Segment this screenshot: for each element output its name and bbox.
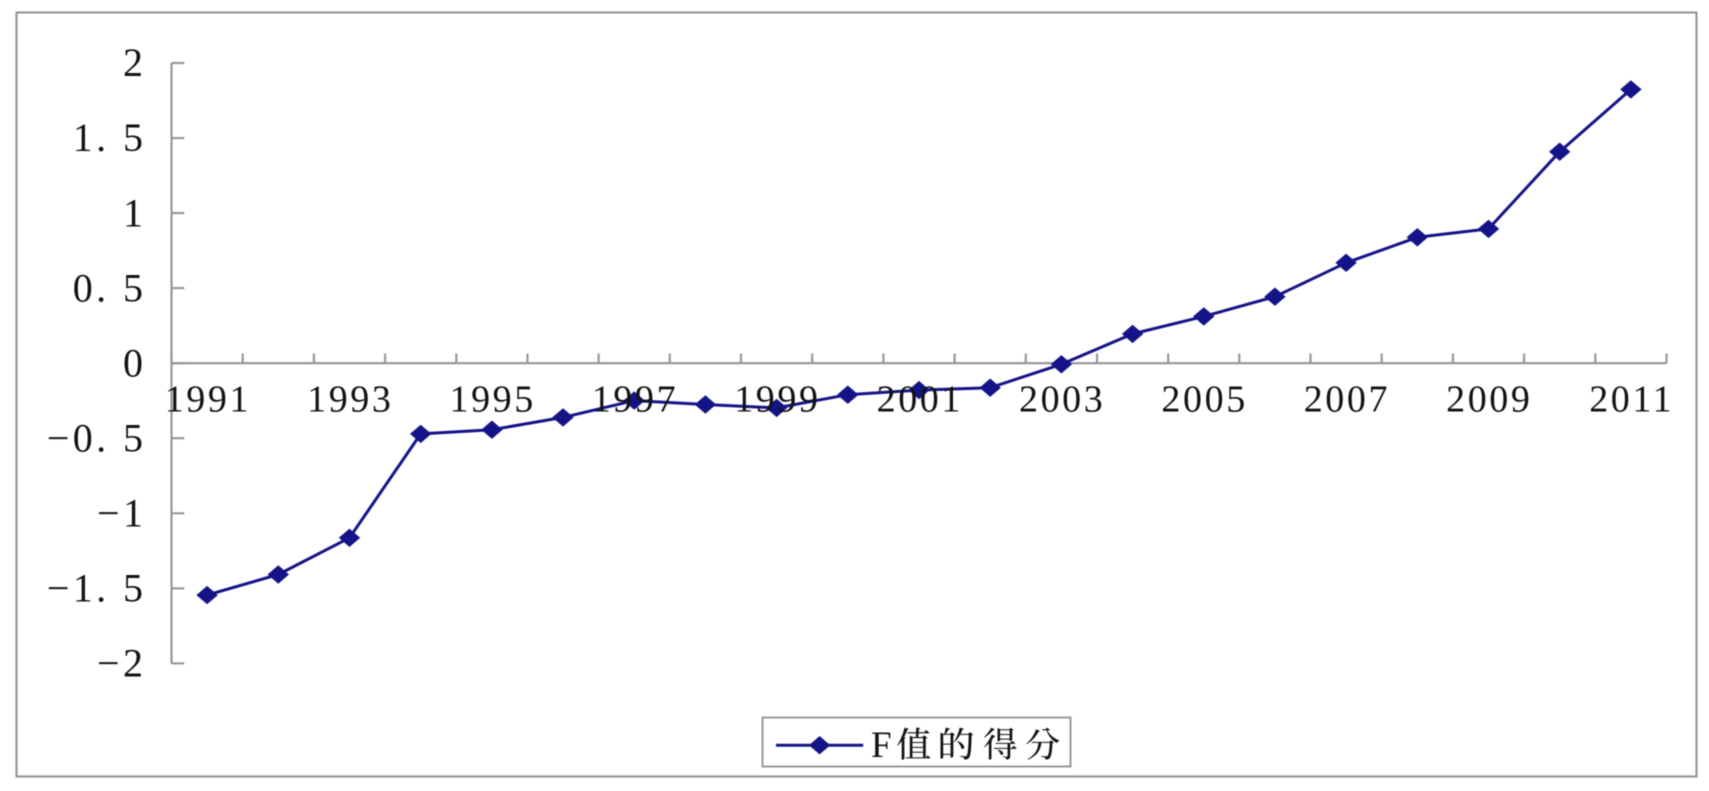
svg-text:2007: 2007: [1304, 379, 1390, 421]
svg-text:1995: 1995: [449, 379, 535, 421]
svg-text:2009: 2009: [1446, 379, 1532, 421]
svg-text:1997: 1997: [592, 379, 678, 421]
svg-text:2005: 2005: [1161, 379, 1247, 421]
svg-text:0. 5: 0. 5: [73, 265, 147, 310]
svg-text:0: 0: [123, 340, 146, 385]
svg-text:2003: 2003: [1019, 379, 1105, 421]
svg-text:F: F: [871, 725, 892, 766]
svg-text:−2: −2: [97, 641, 146, 686]
svg-text:1991: 1991: [165, 379, 251, 421]
svg-text:−0. 5: −0. 5: [47, 415, 147, 460]
svg-text:1: 1: [123, 190, 146, 235]
svg-text:1993: 1993: [307, 379, 393, 421]
svg-text:−1. 5: −1. 5: [47, 566, 147, 611]
svg-text:1999: 1999: [734, 379, 820, 421]
svg-text:2: 2: [123, 40, 146, 85]
svg-text:2011: 2011: [1589, 379, 1674, 421]
svg-text:−1: −1: [97, 491, 146, 536]
svg-text:2001: 2001: [877, 379, 963, 421]
svg-text:1. 5: 1. 5: [73, 115, 147, 160]
